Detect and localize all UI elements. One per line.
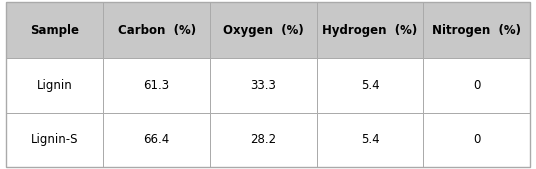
Text: 0: 0 (473, 133, 480, 146)
Text: 33.3: 33.3 (250, 79, 276, 92)
Text: 0: 0 (473, 79, 480, 92)
Text: 5.4: 5.4 (361, 133, 379, 146)
Text: 66.4: 66.4 (144, 133, 170, 146)
Bar (317, 2, 423, 58)
Text: 28.2: 28.2 (250, 133, 277, 146)
Bar (317, 58, 423, 113)
Bar (210, 2, 317, 58)
Text: Lignin-S: Lignin-S (31, 133, 79, 146)
Bar (103, 113, 210, 167)
Text: Lignin: Lignin (37, 79, 73, 92)
Bar (210, 58, 317, 113)
Bar (103, 2, 210, 58)
Bar (6, 2, 103, 58)
Text: Sample: Sample (31, 23, 79, 37)
Text: 61.3: 61.3 (144, 79, 169, 92)
Text: Nitrogen  (%): Nitrogen (%) (432, 23, 521, 37)
Bar (103, 58, 210, 113)
Text: 5.4: 5.4 (361, 79, 379, 92)
Text: Hydrogen  (%): Hydrogen (%) (322, 23, 418, 37)
Bar (6, 113, 103, 167)
Bar (423, 113, 530, 167)
Bar (423, 58, 530, 113)
Bar (6, 58, 103, 113)
Text: Oxygen  (%): Oxygen (%) (223, 23, 304, 37)
Bar (210, 113, 317, 167)
Text: Carbon  (%): Carbon (%) (117, 23, 196, 37)
Bar (317, 113, 423, 167)
Bar (423, 2, 530, 58)
